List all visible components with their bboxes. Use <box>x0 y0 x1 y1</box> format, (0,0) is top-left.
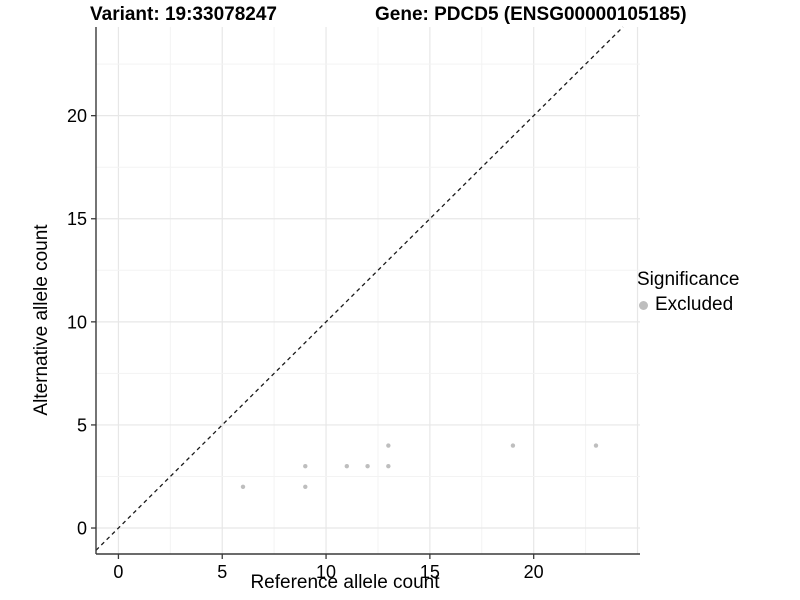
y-tick-label: 5 <box>77 415 87 435</box>
data-point <box>240 484 246 489</box>
data-point <box>344 463 350 469</box>
plot-title-gene: Gene: PDCD5 (ENSG00000105185) <box>375 4 687 25</box>
data-point <box>593 443 599 448</box>
x-tick-label: 0 <box>113 562 123 582</box>
data-point <box>386 443 391 448</box>
x-tick-label: 15 <box>420 562 440 582</box>
y-tick-label: 0 <box>77 519 87 539</box>
legend-item-excluded: Excluded <box>637 294 739 316</box>
data-point <box>510 443 516 448</box>
data-point <box>303 484 308 489</box>
excluded-point-icon <box>639 300 648 310</box>
legend: Significance Excluded <box>637 269 739 316</box>
y-axis-title: Alternative allele count <box>31 224 52 416</box>
data-point <box>365 463 370 469</box>
data-point <box>303 463 308 469</box>
x-tick-label: 5 <box>217 562 227 582</box>
plot-title-variant: Variant: 19:33078247 <box>90 4 277 25</box>
legend-item-label: Excluded <box>655 294 734 315</box>
legend-title: Significance <box>637 269 740 290</box>
x-axis-title: Reference allele count <box>250 572 440 593</box>
identity-line <box>95 26 624 551</box>
y-tick-label: 20 <box>67 106 87 126</box>
x-tick-label: 10 <box>316 562 336 582</box>
y-tick-label: 15 <box>67 209 87 229</box>
data-point <box>386 463 391 469</box>
x-tick-label: 20 <box>524 562 544 582</box>
y-tick-label: 10 <box>67 312 87 332</box>
